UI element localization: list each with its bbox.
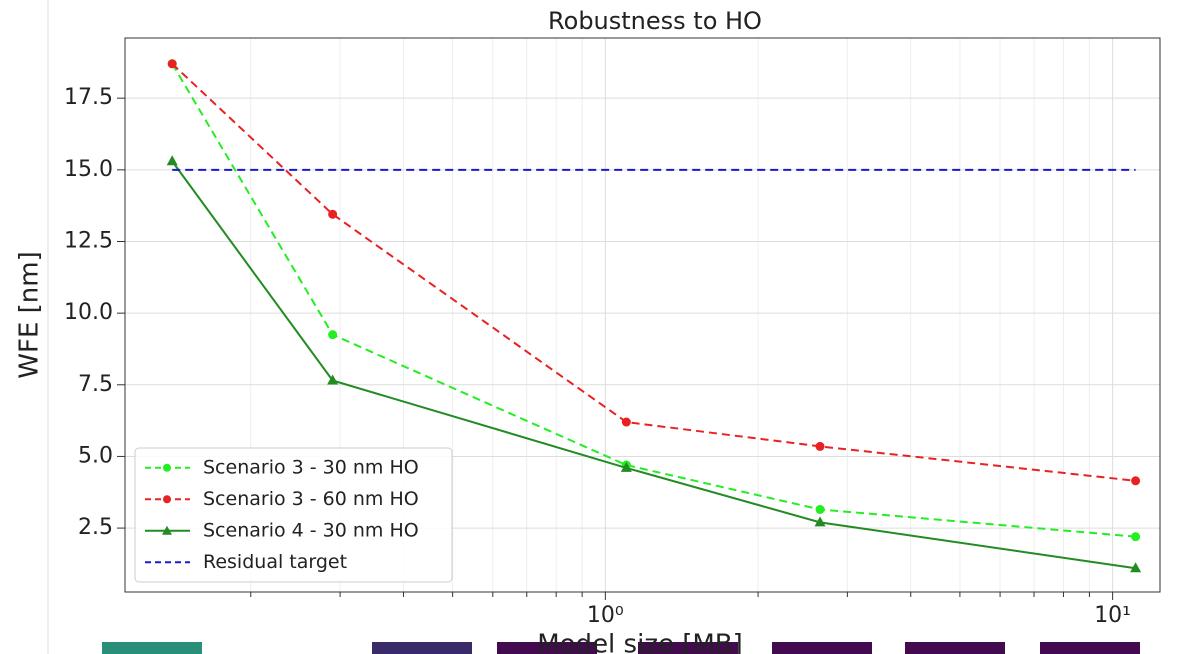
x-tick-label: 10¹ [1094, 603, 1131, 628]
x-axis-label: Model size [MB] [537, 630, 743, 654]
marker [328, 330, 337, 339]
marker [622, 418, 631, 427]
marker [168, 59, 177, 68]
y-tick-label: 2.5 [78, 515, 113, 540]
legend-marker [163, 495, 171, 503]
marker [816, 505, 825, 514]
chart-title: Robustness to HO [548, 7, 762, 35]
marker [1131, 532, 1140, 541]
marker [328, 210, 337, 219]
legend-label: Scenario 3 - 30 nm HO [203, 456, 419, 478]
x-tick-label: 10⁰ [587, 603, 624, 628]
marker [167, 155, 178, 165]
series-line [172, 64, 1135, 481]
marker [816, 442, 825, 451]
legend-label: Scenario 4 - 30 nm HO [203, 519, 419, 541]
page: {"chart_data":{"type":"line","title":"Ro… [0, 0, 1182, 654]
y-axis-label: WFE [nm] [15, 251, 45, 378]
legend-marker [163, 464, 171, 472]
chart: Robustness to HO Model size [MB] WFE [nm… [0, 0, 1182, 654]
y-tick-label: 17.5 [64, 85, 113, 110]
y-tick-label: 12.5 [64, 228, 113, 253]
legend-label: Scenario 3 - 60 nm HO [203, 488, 419, 510]
y-tick-label: 7.5 [78, 372, 113, 397]
y-tick-label: 5.0 [78, 443, 113, 468]
y-tick-label: 15.0 [64, 157, 113, 182]
marker [1131, 476, 1140, 485]
y-tick-label: 10.0 [64, 300, 113, 325]
legend-label: Residual target [203, 551, 347, 573]
